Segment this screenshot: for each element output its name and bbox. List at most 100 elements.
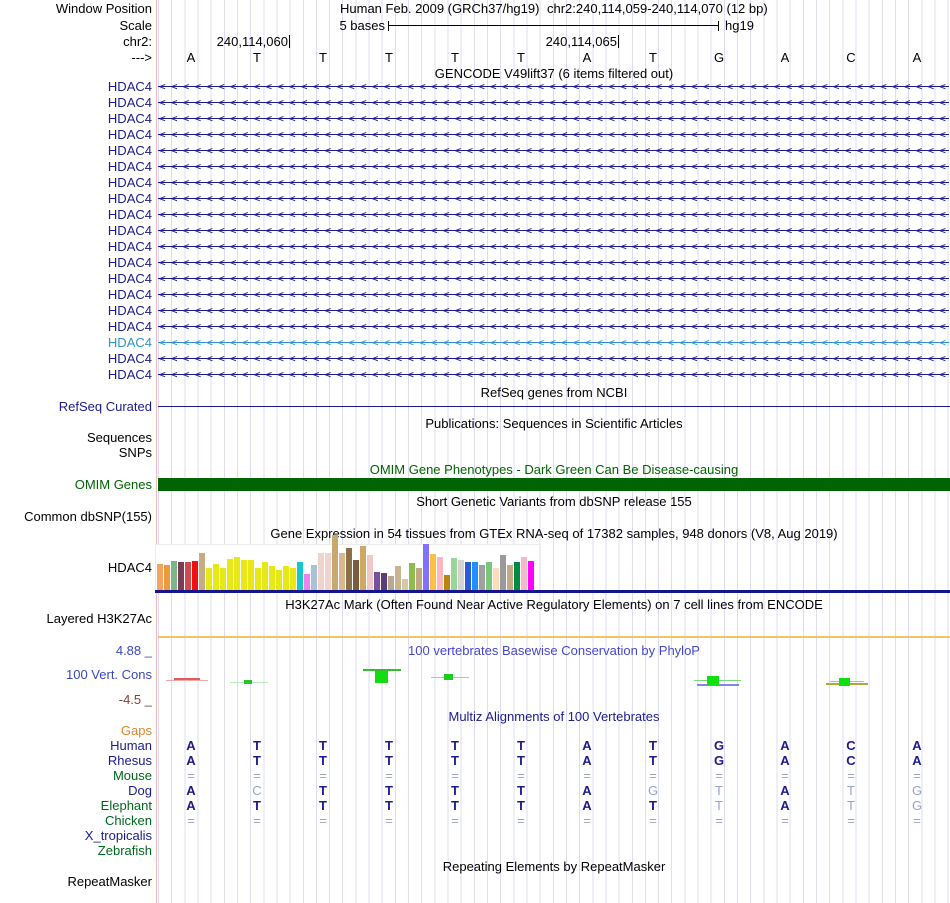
- layered-h3k27ac-label[interactable]: Layered H3K27Ac: [46, 611, 152, 626]
- conservation-mark[interactable]: [697, 684, 739, 686]
- gtex-tissue-bar[interactable]: [206, 568, 212, 590]
- gtex-tissue-bar[interactable]: [395, 566, 401, 590]
- gtex-tissue-bar[interactable]: [262, 562, 268, 590]
- gtex-tissue-bar[interactable]: [283, 566, 289, 590]
- gtex-tissue-bar[interactable]: [199, 553, 205, 590]
- conservation-mark[interactable]: [839, 678, 850, 686]
- gtex-tissue-bar[interactable]: [192, 561, 198, 590]
- gencode-gene-row[interactable]: <<<<<<<<<<<<<<<<<<<<<<<<<<<<<<<<<<<<<<<<…: [158, 129, 949, 141]
- species-label-chicken[interactable]: Chicken: [105, 813, 152, 828]
- gtex-tissue-bar[interactable]: [318, 553, 324, 590]
- gencode-gene-row[interactable]: <<<<<<<<<<<<<<<<<<<<<<<<<<<<<<<<<<<<<<<<…: [158, 81, 949, 93]
- refseq-curated-track[interactable]: [158, 406, 950, 407]
- gtex-tissue-bar[interactable]: [178, 562, 184, 590]
- species-label-gaps[interactable]: Gaps: [120, 723, 152, 738]
- h3k27ac-track-line[interactable]: [158, 636, 950, 638]
- gtex-tissue-bar[interactable]: [269, 566, 275, 590]
- gencode-gene-label[interactable]: HDAC4: [107, 143, 152, 158]
- gtex-tissue-bar[interactable]: [353, 560, 359, 590]
- gencode-gene-row[interactable]: <<<<<<<<<<<<<<<<<<<<<<<<<<<<<<<<<<<<<<<<…: [158, 241, 949, 253]
- gtex-tissue-bar[interactable]: [346, 548, 352, 590]
- gtex-tissue-bar[interactable]: [367, 555, 373, 590]
- gtex-tissue-bar[interactable]: [486, 562, 492, 590]
- gencode-gene-label[interactable]: HDAC4: [107, 351, 152, 366]
- conservation-mark[interactable]: [363, 669, 401, 671]
- gtex-tissue-bar[interactable]: [444, 575, 450, 590]
- gencode-gene-row[interactable]: <<<<<<<<<<<<<<<<<<<<<<<<<<<<<<<<<<<<<<<<…: [158, 337, 949, 349]
- repeatmasker-label[interactable]: RepeatMasker: [67, 874, 152, 889]
- gtex-tissue-bar[interactable]: [507, 565, 513, 590]
- gencode-gene-label[interactable]: HDAC4: [107, 319, 152, 334]
- gencode-gene-row[interactable]: <<<<<<<<<<<<<<<<<<<<<<<<<<<<<<<<<<<<<<<<…: [158, 177, 949, 189]
- gtex-tissue-bar[interactable]: [241, 560, 247, 590]
- gtex-tissue-bar[interactable]: [521, 557, 527, 590]
- species-label-elephant[interactable]: Elephant: [100, 798, 152, 813]
- gtex-tissue-bar[interactable]: [388, 576, 394, 590]
- species-label-rhesus[interactable]: Rhesus: [107, 753, 152, 768]
- common-dbsnp-label[interactable]: Common dbSNP(155): [24, 509, 152, 524]
- gencode-gene-label[interactable]: HDAC4: [107, 79, 152, 94]
- gtex-tissue-bar[interactable]: [514, 562, 520, 590]
- gtex-tissue-bar[interactable]: [360, 546, 366, 590]
- gencode-gene-row[interactable]: <<<<<<<<<<<<<<<<<<<<<<<<<<<<<<<<<<<<<<<<…: [158, 257, 949, 269]
- gtex-tissue-bar[interactable]: [479, 565, 485, 590]
- gencode-gene-row[interactable]: <<<<<<<<<<<<<<<<<<<<<<<<<<<<<<<<<<<<<<<<…: [158, 369, 949, 381]
- gtex-tissue-bar[interactable]: [255, 568, 261, 590]
- gencode-gene-label[interactable]: HDAC4: [107, 127, 152, 142]
- gencode-gene-label[interactable]: HDAC4: [107, 367, 152, 382]
- gencode-gene-label[interactable]: HDAC4: [107, 111, 152, 126]
- gtex-tissue-bar[interactable]: [332, 535, 338, 590]
- conservation-mark[interactable]: [166, 680, 208, 681]
- gencode-gene-label[interactable]: HDAC4: [107, 255, 152, 270]
- gencode-gene-row[interactable]: <<<<<<<<<<<<<<<<<<<<<<<<<<<<<<<<<<<<<<<<…: [158, 113, 949, 125]
- gencode-gene-label[interactable]: HDAC4: [107, 223, 152, 238]
- gencode-gene-label[interactable]: HDAC4: [107, 287, 152, 302]
- gtex-tissue-bar[interactable]: [451, 558, 457, 590]
- gencode-gene-row[interactable]: <<<<<<<<<<<<<<<<<<<<<<<<<<<<<<<<<<<<<<<<…: [158, 353, 949, 365]
- gencode-gene-row[interactable]: <<<<<<<<<<<<<<<<<<<<<<<<<<<<<<<<<<<<<<<<…: [158, 161, 949, 173]
- gencode-gene-row[interactable]: <<<<<<<<<<<<<<<<<<<<<<<<<<<<<<<<<<<<<<<<…: [158, 225, 949, 237]
- species-label-x_tropicalis[interactable]: X_tropicalis: [84, 828, 152, 843]
- gencode-gene-label[interactable]: HDAC4: [107, 335, 152, 350]
- gtex-tissue-bar[interactable]: [465, 562, 471, 590]
- gtex-tissue-bar[interactable]: [430, 554, 436, 590]
- gtex-tissue-bar[interactable]: [458, 560, 464, 590]
- gtex-tissue-bar[interactable]: [171, 561, 177, 590]
- gencode-gene-row[interactable]: <<<<<<<<<<<<<<<<<<<<<<<<<<<<<<<<<<<<<<<<…: [158, 289, 949, 301]
- gtex-tissue-bar[interactable]: [500, 555, 506, 590]
- gtex-tissue-bar[interactable]: [528, 561, 534, 590]
- gtex-tissue-bar[interactable]: [304, 574, 310, 590]
- gtex-gene-label[interactable]: HDAC4: [107, 560, 152, 575]
- gtex-tissue-bar[interactable]: [297, 562, 303, 590]
- gtex-tissue-bar[interactable]: [472, 562, 478, 590]
- sequences-label[interactable]: Sequences: [86, 430, 152, 445]
- gencode-gene-label[interactable]: HDAC4: [107, 239, 152, 254]
- gtex-tissue-bar[interactable]: [493, 568, 499, 590]
- conservation-track-label[interactable]: 100 Vert. Cons: [66, 667, 152, 682]
- gtex-tissue-bar[interactable]: [339, 553, 345, 590]
- gencode-gene-row[interactable]: <<<<<<<<<<<<<<<<<<<<<<<<<<<<<<<<<<<<<<<<…: [158, 321, 949, 333]
- conservation-mark[interactable]: [707, 676, 719, 685]
- gtex-tissue-bar[interactable]: [220, 568, 226, 590]
- conservation-mark[interactable]: [244, 680, 252, 684]
- gencode-gene-row[interactable]: <<<<<<<<<<<<<<<<<<<<<<<<<<<<<<<<<<<<<<<<…: [158, 305, 949, 317]
- gtex-tissue-bar[interactable]: [374, 572, 380, 590]
- gencode-gene-row[interactable]: <<<<<<<<<<<<<<<<<<<<<<<<<<<<<<<<<<<<<<<<…: [158, 97, 949, 109]
- gtex-tissue-bar[interactable]: [157, 564, 163, 590]
- species-label-dog[interactable]: Dog: [128, 783, 152, 798]
- omim-genes-label[interactable]: OMIM Genes: [74, 477, 152, 492]
- gtex-tissue-bar[interactable]: [311, 565, 317, 590]
- gtex-tissue-bar[interactable]: [185, 562, 191, 590]
- omim-gene-bar[interactable]: [158, 478, 950, 491]
- gencode-gene-label[interactable]: HDAC4: [107, 207, 152, 222]
- gencode-gene-label[interactable]: HDAC4: [107, 159, 152, 174]
- snps-label[interactable]: SNPs: [118, 445, 152, 460]
- conservation-mark[interactable]: [375, 671, 388, 683]
- refseq-curated-label[interactable]: RefSeq Curated: [58, 399, 152, 414]
- gtex-tissue-bar[interactable]: [423, 544, 429, 590]
- gtex-tissue-bar[interactable]: [416, 568, 422, 590]
- species-label-zebrafish[interactable]: Zebrafish: [97, 843, 152, 858]
- gencode-gene-label[interactable]: HDAC4: [107, 191, 152, 206]
- gencode-gene-row[interactable]: <<<<<<<<<<<<<<<<<<<<<<<<<<<<<<<<<<<<<<<<…: [158, 145, 949, 157]
- gencode-gene-row[interactable]: <<<<<<<<<<<<<<<<<<<<<<<<<<<<<<<<<<<<<<<<…: [158, 273, 949, 285]
